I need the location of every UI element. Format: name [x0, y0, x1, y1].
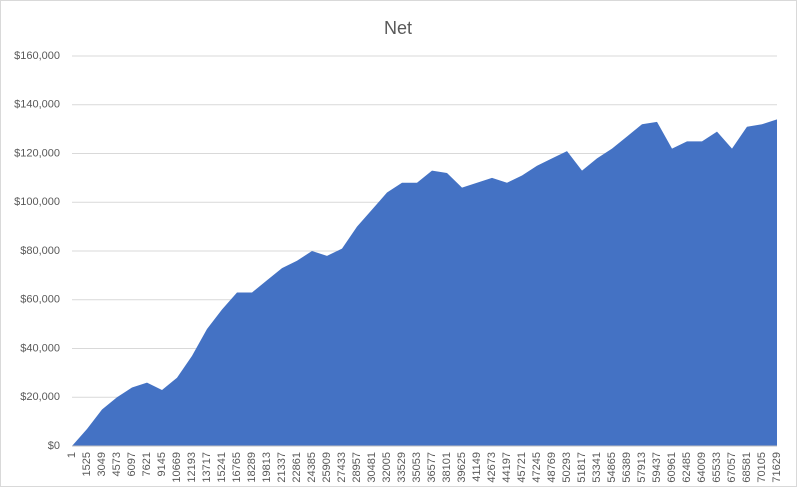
y-tick-label: $120,000 — [14, 147, 60, 159]
x-tick-label: 15241 — [216, 452, 228, 483]
x-tick-label: 57913 — [636, 452, 648, 483]
chart-title: Net — [384, 18, 412, 38]
x-tick-label: 16765 — [231, 452, 243, 483]
x-tick-label: 38101 — [441, 452, 453, 483]
x-tick-label: 62485 — [681, 452, 693, 483]
x-tick-label: 1 — [66, 452, 78, 458]
x-tick-label: 13717 — [201, 452, 213, 483]
x-tick-label: 67057 — [726, 452, 738, 483]
x-tick-label: 9145 — [156, 452, 168, 476]
x-tick-label: 4573 — [111, 452, 123, 476]
y-tick-label: $20,000 — [20, 391, 60, 403]
x-tick-label: 54865 — [606, 452, 618, 483]
x-tick-label: 39625 — [456, 452, 468, 483]
x-tick-label: 44197 — [501, 452, 513, 483]
x-tick-label: 42673 — [486, 452, 498, 483]
x-tick-label: 24385 — [306, 452, 318, 483]
x-tick-label: 47245 — [531, 452, 543, 483]
x-tick-label: 60961 — [666, 452, 678, 483]
x-tick-label: 50293 — [561, 452, 573, 483]
x-tick-label: 18289 — [246, 452, 258, 483]
x-tick-label: 70105 — [756, 452, 768, 483]
x-tick-label: 7621 — [141, 452, 153, 476]
x-tick-label: 35053 — [411, 452, 423, 483]
y-tick-label: $60,000 — [20, 294, 60, 306]
x-tick-label: 25909 — [321, 452, 333, 483]
x-tick-label: 48769 — [546, 452, 558, 483]
y-tick-label: $160,000 — [14, 50, 60, 62]
x-tick-label: 68581 — [741, 452, 753, 483]
x-tick-label: 32005 — [381, 452, 393, 483]
x-tick-label: 1525 — [81, 452, 93, 476]
x-tick-label: 51817 — [576, 452, 588, 483]
x-tick-label: 21337 — [276, 452, 288, 483]
x-tick-label: 33529 — [396, 452, 408, 483]
y-tick-label: $80,000 — [20, 245, 60, 257]
x-tick-label: 41149 — [471, 452, 483, 482]
x-tick-label: 65533 — [711, 452, 723, 483]
x-tick-label: 27433 — [336, 452, 348, 483]
x-tick-label: 36577 — [426, 452, 438, 483]
x-tick-label: 6097 — [126, 452, 138, 476]
x-tick-label: 59437 — [651, 452, 663, 483]
y-tick-label: $140,000 — [14, 99, 60, 111]
x-tick-label: 22861 — [291, 452, 303, 483]
x-tick-label: 12193 — [186, 452, 198, 483]
x-tick-label: 71629 — [771, 452, 783, 483]
x-tick-label: 19813 — [261, 452, 273, 483]
x-tick-label: 53341 — [591, 452, 603, 483]
y-tick-label: $0 — [48, 440, 60, 452]
x-tick-label: 64009 — [696, 452, 708, 483]
x-tick-label: 30481 — [366, 452, 378, 483]
area — [72, 119, 777, 446]
x-tick-label: 56389 — [621, 452, 633, 483]
y-tick-label: $100,000 — [14, 196, 60, 208]
x-tick-label: 3049 — [96, 452, 108, 476]
x-tick-label: 45721 — [516, 452, 528, 483]
x-tick-label: 10669 — [171, 452, 183, 483]
y-tick-label: $40,000 — [20, 342, 60, 354]
x-tick-label: 28957 — [351, 452, 363, 483]
